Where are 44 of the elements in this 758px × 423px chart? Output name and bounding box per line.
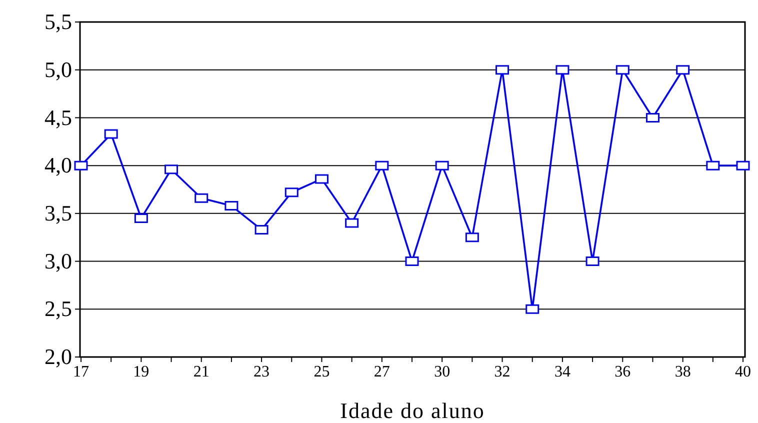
point	[104, 129, 118, 139]
point	[646, 112, 660, 122]
point	[526, 304, 540, 314]
point	[345, 218, 359, 228]
point	[164, 164, 178, 174]
x-axis-title: Idade do aluno	[340, 398, 485, 423]
point	[676, 65, 690, 75]
point	[435, 160, 449, 170]
point	[314, 174, 328, 184]
x-tick-label: 25	[314, 363, 330, 380]
x-tick-label: 30	[434, 363, 450, 380]
x-tick-label: 19	[133, 363, 150, 380]
x-tick-label: 38	[674, 363, 691, 380]
x-tick-label: 34	[554, 363, 570, 380]
point	[496, 65, 510, 75]
point	[616, 65, 630, 75]
y-tick-label: 5,0	[44, 56, 72, 82]
point	[254, 224, 268, 234]
y-tick-label: 4,0	[44, 152, 72, 178]
point	[375, 160, 389, 170]
point	[405, 256, 419, 266]
point	[465, 232, 479, 242]
point	[706, 160, 720, 170]
point	[74, 160, 88, 170]
point	[736, 160, 750, 170]
y-tick-label: 4,5	[44, 104, 72, 130]
point	[586, 256, 600, 266]
x-tick-label: 32	[494, 363, 510, 380]
y-tick-label: 2,5	[44, 296, 72, 322]
x-tick-label: 17	[73, 363, 89, 380]
point	[134, 213, 148, 223]
y-tick-label: 2,0	[44, 344, 72, 370]
point	[556, 65, 570, 75]
x-tick-label: 21	[193, 363, 210, 380]
point	[224, 201, 238, 211]
point	[194, 193, 208, 203]
y-tick-label: 3,5	[44, 200, 72, 226]
x-tick-label: 27	[374, 363, 390, 380]
y-tick-label: 5,5	[44, 9, 72, 34]
y-tick-label: 3,0	[44, 248, 72, 274]
x-tick-label: 36	[614, 363, 631, 380]
x-tick-label: 23	[254, 363, 270, 380]
point	[284, 188, 298, 198]
x-tick-label: 40	[735, 363, 751, 380]
